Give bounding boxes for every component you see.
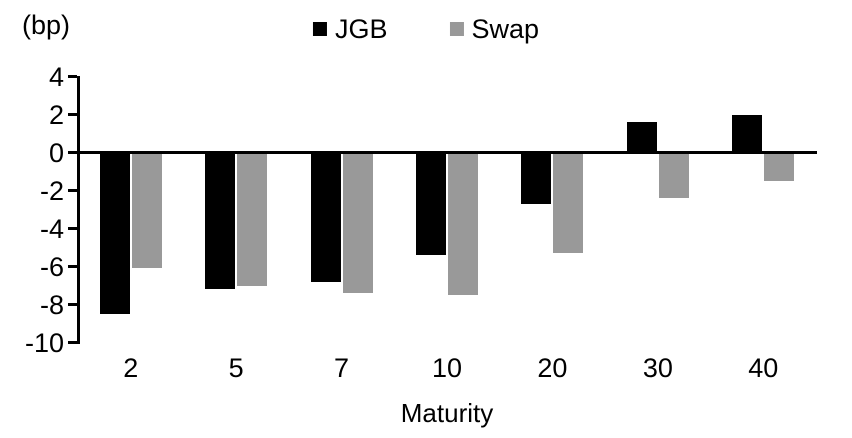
y-axis-unit-label: (bp) bbox=[22, 10, 71, 40]
bar-jgb-10 bbox=[416, 152, 446, 256]
y-tick--6 bbox=[68, 265, 77, 268]
y-tick-label-4: 4 bbox=[48, 61, 64, 92]
bar-jgb-5 bbox=[205, 152, 236, 290]
x-axis-title: Maturity bbox=[400, 398, 494, 428]
y-tick--8 bbox=[68, 303, 77, 306]
bar-jgb-20 bbox=[521, 152, 552, 204]
x-tick-label-7: 7 bbox=[334, 353, 350, 383]
legend-label-jgb: JGB bbox=[334, 14, 388, 44]
y-axis-line bbox=[77, 76, 80, 344]
zero-axis-line bbox=[77, 151, 817, 154]
legend: JGB Swap bbox=[312, 13, 539, 45]
x-tick-label-30: 30 bbox=[642, 353, 673, 383]
bar-jgb-30 bbox=[626, 122, 657, 153]
bar-swap-30 bbox=[658, 152, 689, 199]
y-tick-0 bbox=[68, 151, 77, 154]
x-tick-label-40: 40 bbox=[748, 353, 779, 383]
y-tick-2 bbox=[68, 113, 77, 116]
y-tick-4 bbox=[68, 75, 77, 78]
bar-jgb-2 bbox=[99, 152, 130, 314]
y-tick-label-0: 0 bbox=[48, 137, 64, 168]
y-tick--2 bbox=[68, 189, 77, 192]
bar-swap-40 bbox=[764, 152, 795, 181]
y-tick--4 bbox=[68, 227, 77, 230]
legend-item-jgb: JGB bbox=[312, 13, 388, 45]
bar-swap-7 bbox=[342, 152, 373, 294]
bar-swap-10 bbox=[448, 152, 478, 295]
bar-swap-2 bbox=[131, 152, 162, 269]
y-tick-label--10: -10 bbox=[24, 327, 64, 358]
y-tick-label--2: -2 bbox=[39, 175, 64, 206]
y-tick-label--8: -8 bbox=[39, 289, 64, 320]
swap-legend-marker-icon bbox=[449, 22, 464, 36]
y-tick-label--6: -6 bbox=[39, 251, 64, 282]
legend-label-swap: Swap bbox=[471, 14, 540, 44]
bar-swap-20 bbox=[553, 152, 584, 254]
y-tick-label--4: -4 bbox=[39, 213, 64, 244]
bar-swap-5 bbox=[237, 152, 268, 286]
x-tick-label-20: 20 bbox=[537, 353, 568, 383]
x-tick-label-10: 10 bbox=[431, 353, 463, 383]
x-tick-label-2: 2 bbox=[123, 353, 139, 383]
y-tick-label-2: 2 bbox=[48, 99, 64, 130]
legend-item-swap: Swap bbox=[449, 13, 539, 45]
bar-jgb-7 bbox=[310, 152, 341, 282]
x-tick-label-5: 5 bbox=[228, 353, 244, 383]
y-tick--10 bbox=[68, 341, 77, 344]
bar-jgb-40 bbox=[732, 114, 763, 153]
jgb-legend-marker-icon bbox=[312, 22, 327, 36]
